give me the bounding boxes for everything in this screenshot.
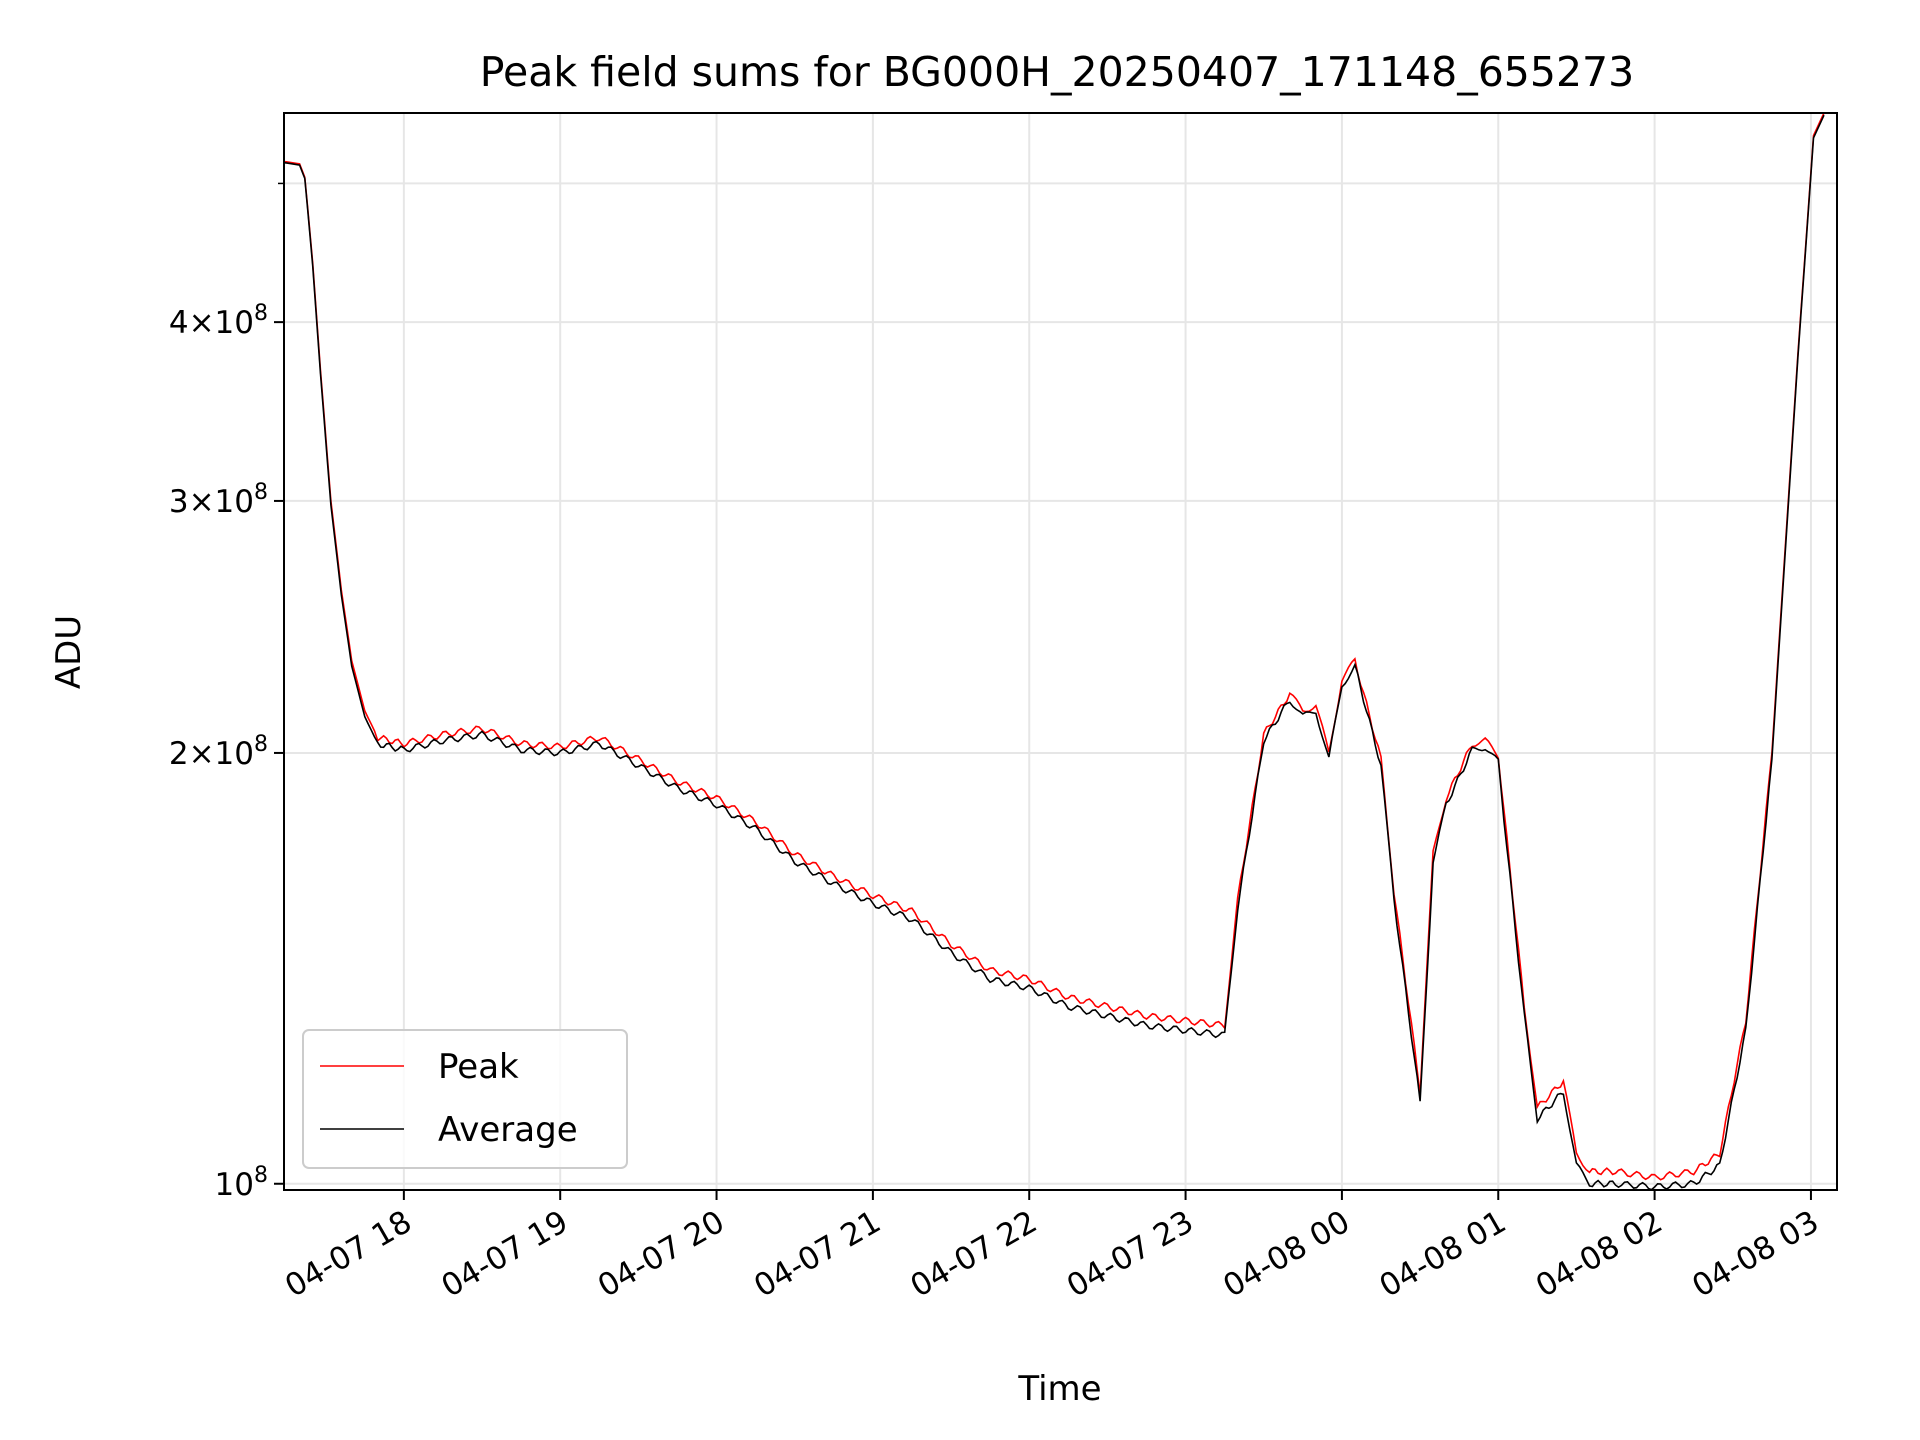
series-group — [284, 113, 1825, 1190]
series-line-peak — [284, 113, 1825, 1181]
y-axis-label: ADU — [49, 615, 89, 689]
y-tick-exponent: 8 — [254, 732, 268, 757]
y-tick-base: 2×10 — [169, 736, 254, 772]
y-tick-label: 108 — [215, 1163, 268, 1203]
y-tick-exponent: 8 — [254, 480, 268, 505]
y-tick-exponent: 8 — [254, 301, 268, 326]
y-tick-base: 3×10 — [169, 484, 254, 520]
y-tick-base: 10 — [215, 1167, 254, 1203]
legend-label-peak: Peak — [438, 1047, 519, 1087]
legend-box — [302, 1029, 628, 1169]
y-tick-label: 3×108 — [169, 480, 268, 520]
series-line-average — [284, 114, 1825, 1190]
y-tick-label: 2×108 — [169, 732, 268, 772]
y-tick-base: 4×10 — [169, 305, 254, 341]
chart-title: Peak field sums for BG000H_20250407_1711… — [480, 48, 1634, 96]
plot-frame — [283, 112, 1838, 1191]
legend: Peak Average — [302, 1029, 628, 1169]
y-tick-exponent: 8 — [254, 1163, 268, 1188]
y-tick-label: 4×108 — [169, 301, 268, 341]
grid-lines — [284, 113, 1837, 1190]
x-axis-label: Time — [1017, 1369, 1101, 1409]
legend-label-average: Average — [438, 1110, 578, 1150]
